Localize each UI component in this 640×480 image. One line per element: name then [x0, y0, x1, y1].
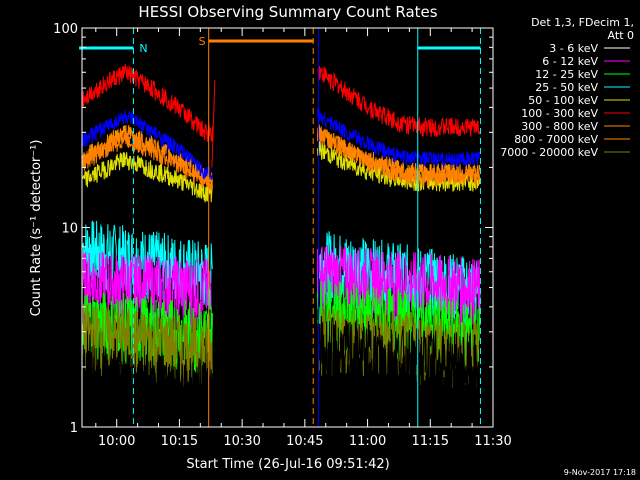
x-tick-label-3: 10:45 [286, 434, 323, 449]
x-tick-label-2: 10:30 [223, 434, 260, 449]
legend-label-2: 12 - 25 keV [535, 68, 598, 81]
series-line-0-1 [316, 316, 481, 416]
series-line-0-0 [82, 344, 213, 428]
series-line-5-1 [317, 66, 481, 137]
legend-label-1: 6 - 12 keV [542, 55, 598, 68]
series-line-7-0 [82, 125, 213, 187]
series-line-blue-1 [316, 107, 481, 169]
y-tick-label-0: 1 [70, 421, 78, 436]
legend-label-4: 50 - 100 keV [528, 94, 598, 107]
footer-date: 9-Nov-2017 17:18 [564, 468, 636, 477]
legend-label-3: 25 - 50 keV [535, 81, 598, 94]
legend-label-0: 3 - 6 keV [549, 42, 598, 55]
flag-label-N: N [139, 42, 147, 55]
axis-layer: 10:00 10:15 10:30 10:45 11:00 11:15 11:30 1 10 10… [53, 22, 512, 449]
x-tick-label-5: 11:15 [412, 434, 449, 449]
legend-header-line2: Att 0 [608, 29, 634, 42]
series-line-1-0 [82, 251, 213, 330]
series-line-4-0 [82, 152, 213, 203]
chart-title: HESSI Observing Summary Count Rates [138, 3, 437, 21]
x-tick-label-0: 10:00 [98, 434, 135, 449]
x-tick-label-6: 11:30 [474, 434, 511, 449]
flag-label-S: S [199, 35, 206, 48]
series-line-5-0 [82, 64, 213, 142]
x-tick-label-4: 11:00 [349, 434, 386, 449]
legend-label-5: 100 - 300 keV [521, 107, 598, 120]
legend-label-8: 7000 - 20000 keV [500, 146, 598, 159]
series-line-6-0 [82, 130, 213, 191]
gap-edge-red [211, 79, 216, 168]
series-line-6-1 [316, 125, 481, 187]
series-line-4-1 [316, 141, 481, 192]
series-line-blue-0 [82, 110, 213, 181]
x-tick-label-1: 10:15 [161, 434, 198, 449]
y-axis-label: Count Rate (s⁻¹ detector⁻¹) [29, 140, 44, 317]
y-tick-label-2: 100 [53, 22, 78, 37]
legend-label-7: 800 - 7000 keV [514, 133, 598, 146]
x-axis-label: Start Time (26-Jul-16 09:51:42) [186, 457, 389, 472]
legend-header-line1: Det 1,3, FDecim 1, [531, 16, 634, 29]
data-layer [82, 28, 481, 428]
y-tick-label-1: 10 [61, 222, 78, 237]
flag-layer: NS [79, 28, 481, 427]
series-line-8-0 [82, 303, 213, 390]
legend-label-6: 300 - 800 keV [521, 120, 598, 133]
